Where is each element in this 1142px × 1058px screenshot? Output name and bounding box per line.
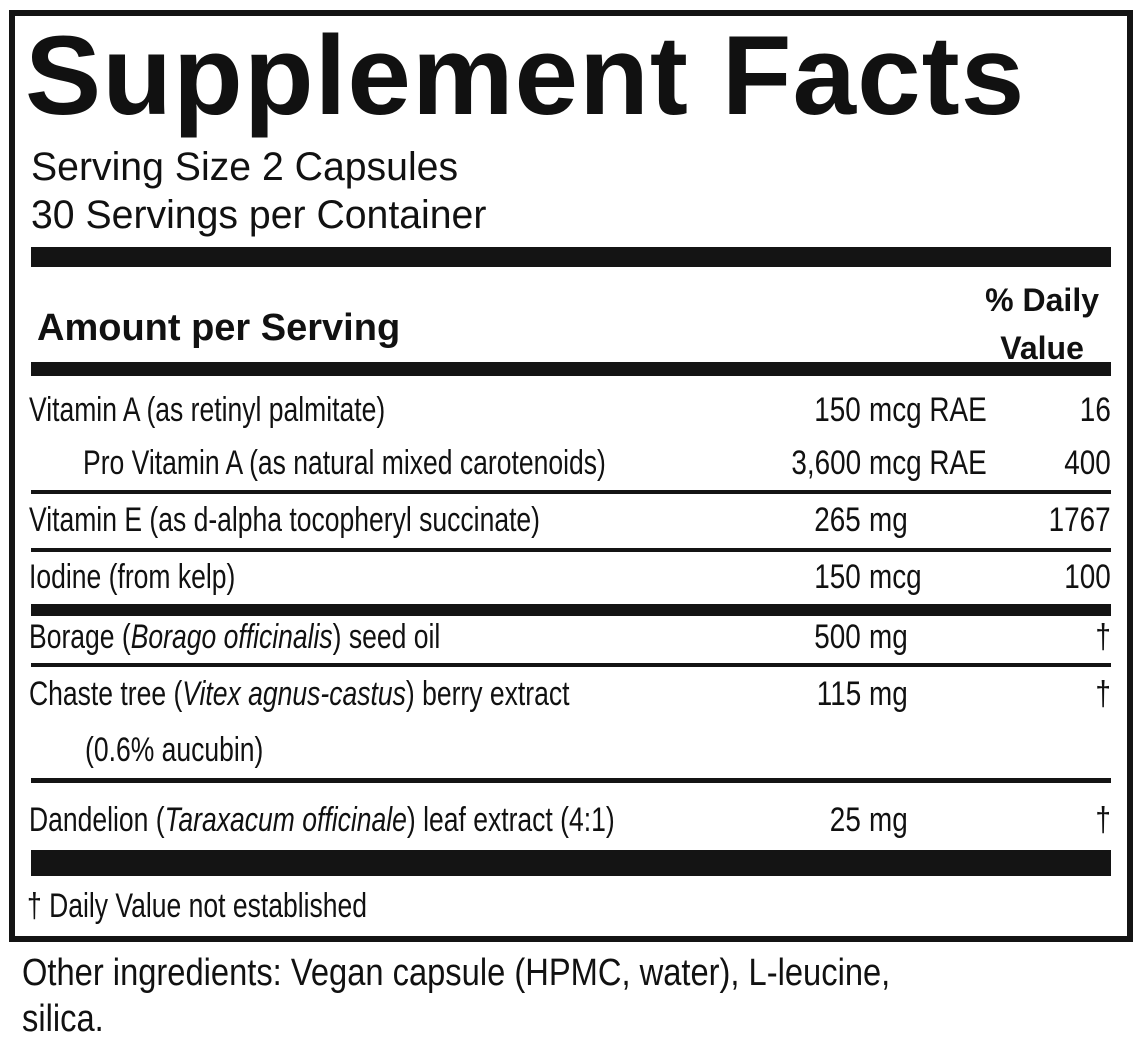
thin-divider	[31, 548, 1111, 552]
nutrient-row: Pro Vitamin A (as natural mixed caroteno…	[31, 439, 1111, 487]
ingredient-row: Chaste tree (Vitex agnus-castus) berry e…	[29, 670, 1111, 718]
nutrient-name: Pro Vitamin A (as natural mixed caroteno…	[83, 444, 606, 482]
ingredient-part: ) berry extract	[405, 675, 570, 713]
nutrient-amount: 265	[814, 501, 861, 539]
nutrient-unit: mg	[869, 501, 908, 539]
nutrient-name: Iodine (from kelp)	[29, 558, 236, 596]
ingredient-amount: 500	[814, 618, 861, 656]
ingredient-unit: mg	[869, 618, 908, 656]
ingredient-unit: mg	[869, 801, 908, 839]
ingredient-latin-name: Borago officinalis	[130, 618, 333, 656]
nutrient-daily-value: 16	[1079, 391, 1111, 429]
ingredient-amount: 115	[816, 675, 861, 713]
ingredient-part: ) leaf extract (4:1)	[406, 801, 615, 839]
nutrient-unit: mcg RAE	[869, 444, 987, 482]
nutrient-daily-value: 400	[1064, 444, 1111, 482]
ingredient-standardization: (0.6% aucubin)	[85, 731, 264, 769]
nutrient-row: Vitamin E (as d-alpha tocopheryl succina…	[29, 496, 1111, 544]
ingredient-name: Borage (Borago officinalis) seed oil	[29, 613, 440, 661]
supplement-facts-panel: Supplement Facts Serving Size 2 Capsules…	[9, 10, 1133, 942]
medium-divider	[31, 604, 1111, 616]
thick-divider	[31, 247, 1111, 267]
daily-value-header-line1: % Daily	[985, 282, 1099, 318]
other-ingredients: Other ingredients: Vegan capsule (HPMC, …	[22, 952, 891, 1040]
daily-value-header-line2: Value	[1000, 330, 1084, 366]
ingredient-unit: mg	[869, 675, 908, 713]
ingredient-part: ) seed oil	[332, 618, 441, 656]
nutrient-unit: mcg RAE	[869, 391, 987, 429]
ingredient-common-name: Dandelion (	[29, 801, 165, 839]
serving-size: Serving Size 2 Capsules	[31, 145, 459, 189]
nutrient-unit: mcg	[869, 558, 922, 596]
ingredient-common-name: Chaste tree (	[29, 675, 183, 713]
ingredient-row: Dandelion (Taraxacum officinale) leaf ex…	[29, 796, 1111, 844]
servings-per-container: 30 Servings per Container	[31, 193, 487, 237]
ingredient-row-continuation: (0.6% aucubin)	[31, 726, 1111, 774]
nutrient-amount: 150	[814, 558, 861, 596]
footnote: † Daily Value not established	[27, 887, 368, 925]
amount-per-serving-header: Amount per Serving	[37, 307, 401, 349]
nutrient-row: Vitamin A (as retinyl palmitate) 150 mcg…	[29, 386, 1111, 434]
ingredient-amount: 25	[829, 801, 861, 839]
daily-value-header: % Daily Value	[985, 276, 1099, 372]
ingredient-latin-name: Vitex agnus-castus	[182, 675, 406, 713]
nutrient-name: Vitamin E (as d-alpha tocopheryl succina…	[29, 501, 541, 539]
nutrient-amount: 150	[814, 391, 861, 429]
panel-title: Supplement Facts	[25, 13, 1026, 138]
thick-divider	[31, 850, 1111, 876]
ingredient-name: Chaste tree (Vitex agnus-castus) berry e…	[29, 670, 569, 718]
dagger-icon: †	[1095, 675, 1111, 713]
ingredient-row: Borage (Borago officinalis) seed oil 500…	[29, 613, 1111, 661]
nutrient-daily-value: 1767	[1048, 501, 1111, 539]
nutrient-name: Vitamin A (as retinyl palmitate)	[29, 391, 386, 429]
thin-divider	[31, 778, 1111, 783]
nutrient-row: Iodine (from kelp) 150 mcg 100	[29, 553, 1111, 601]
thin-divider	[31, 490, 1111, 494]
thin-divider	[31, 663, 1111, 667]
ingredient-name: Dandelion (Taraxacum officinale) leaf ex…	[29, 796, 615, 844]
nutrient-amount: 3,600	[791, 444, 861, 482]
medium-divider	[31, 362, 1111, 376]
ingredient-common-name: Borage (	[29, 618, 131, 656]
dagger-icon: †	[1095, 618, 1111, 656]
ingredient-latin-name: Taraxacum officinale	[164, 801, 407, 839]
dagger-icon: †	[1095, 801, 1111, 839]
nutrient-daily-value: 100	[1064, 558, 1111, 596]
